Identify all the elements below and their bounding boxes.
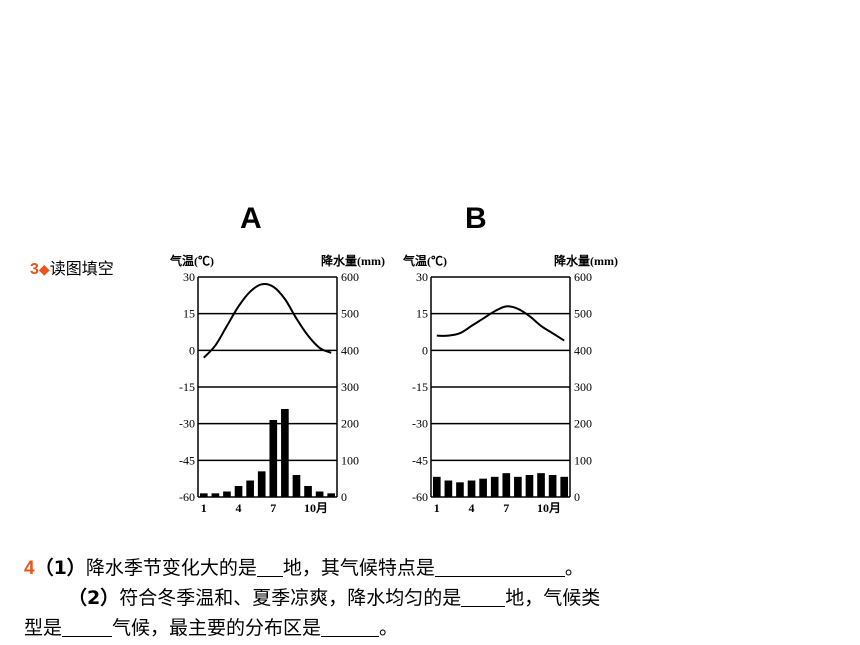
precipitation-bar [292,475,301,497]
question-3-number: 3 [30,261,39,278]
precipitation-bar [223,491,231,497]
precipitation-bar [467,480,476,497]
precipitation-bar [490,476,499,497]
chart-b-title: B [465,202,487,235]
precipitation-bar [560,476,569,497]
precipitation-tick-label: 300 [341,380,359,394]
temperature-tick-label: -45 [179,453,195,467]
q4-3-text-b: 气候，最主要的分布区是 [112,617,322,639]
temperature-line [203,283,332,359]
question-4-number: 4 [24,558,35,579]
precipitation-tick-label: 0 [574,490,580,504]
part-2-marker: （2） [68,587,120,609]
q4-1-text-b: 地，其气候特点是 [282,557,435,579]
temperature-tick-label: -15 [179,380,195,394]
temperature-tick-label: -60 [179,490,195,504]
precipitation-bar [502,473,511,497]
precipitation-tick-label: 100 [574,453,592,467]
precipitation-bar [479,478,487,497]
q4-1-text-a: 降水季节变化大的是 [85,557,257,579]
precipitation-bar [444,480,453,497]
temperature-tick-label: 0 [189,343,195,357]
precipitation-tick-label: 600 [341,270,359,284]
question-4-part-1: 4（1）降水季节变化大的是 地，其气候特点是 。 [24,555,584,582]
month-tick-label: 10月 [304,501,328,515]
temperature-axis-label: 气温(℃) [169,253,214,268]
precipitation-bar [234,486,243,497]
temperature-tick-label: 30 [416,270,428,284]
precipitation-bar [199,493,208,497]
precipitation-bar [432,476,441,497]
month-tick-label: 10月 [537,501,561,515]
temperature-line [436,305,565,342]
answer-blank[interactable] [256,556,283,577]
climate-chart-b: 气温(℃) 降水量(mm) 30 15 0 -15 -30 -45 -60 600 500 400 30… [402,253,618,515]
precipitation-tick-label: 300 [574,380,592,394]
month-tick-label: 1 [434,501,440,515]
answer-blank[interactable] [461,586,506,607]
part-1-marker: （1） [34,557,86,579]
month-tick-label: 7 [503,501,509,515]
precipitation-tick-label: 500 [574,307,592,321]
temperature-tick-label: -15 [412,380,428,394]
precipitation-tick-label: 0 [341,490,347,504]
month-tick-label: 7 [270,501,276,515]
precipitation-axis-label: 降水量(mm) [321,253,385,268]
temperature-axis-label: 气温(℃) [402,253,447,268]
temperature-tick-label: -30 [412,417,428,431]
precipitation-bar [211,493,220,497]
precipitation-bar [257,471,266,497]
temperature-tick-label: -60 [412,490,428,504]
temperature-tick-label: -45 [412,453,428,467]
answer-blank[interactable] [434,556,565,577]
precipitation-tick-label: 200 [574,417,592,431]
precipitation-tick-label: 400 [574,343,592,357]
q4-3-text-c: 。 [379,617,399,639]
precipitation-tick-label: 500 [341,307,359,321]
question-4-part-3: 型是 气候，最主要的分布区是 。 [24,615,398,641]
precipitation-axis-label: 降水量(mm) [554,253,618,268]
question-3: 3◆读图填空 [30,255,114,279]
climate-chart-a: 气温(℃) 降水量(mm) 30 15 0 -15 -30 -45 -60 600 500 400 30… [169,253,385,515]
precipitation-tick-label: 600 [574,270,592,284]
precipitation-bar [327,493,336,497]
month-tick-label: 4 [236,501,242,515]
temperature-tick-label: -30 [179,417,195,431]
q4-3-text-a: 型是 [24,617,63,639]
question-3-text: 读图填空 [49,259,114,278]
precipitation-tick-label: 200 [341,417,359,431]
precipitation-bar [269,420,278,497]
precipitation-bar [525,475,534,497]
precipitation-bar [548,475,557,497]
temperature-tick-label: 15 [183,307,195,321]
q4-1-text-c: 。 [564,557,584,579]
q4-2-text-b: 地，气候类 [505,587,601,609]
answer-blank[interactable] [62,616,113,637]
precipitation-bar [514,476,522,497]
temperature-tick-label: 30 [183,270,195,284]
precipitation-bar [246,480,254,497]
precipitation-bar [315,491,324,497]
month-tick-label: 1 [201,501,207,515]
answer-blank[interactable] [321,616,380,637]
precipitation-tick-label: 100 [341,453,359,467]
diamond-icon: ◆ [38,262,50,278]
precipitation-bar [304,486,312,497]
precipitation-bar [537,473,545,497]
temperature-tick-label: 15 [416,307,428,321]
precipitation-bar [456,482,464,497]
temperature-tick-label: 0 [422,343,428,357]
month-tick-label: 4 [469,501,475,515]
question-4-part-2: （2）符合冬季温和、夏季凉爽，降水均匀的是 地，气候类 [68,585,600,611]
precipitation-tick-label: 400 [341,343,359,357]
chart-a-title: A [240,202,262,235]
precipitation-bar [281,409,289,497]
q4-2-text-a: 符合冬季温和、夏季凉爽，降水均匀的是 [119,587,462,609]
